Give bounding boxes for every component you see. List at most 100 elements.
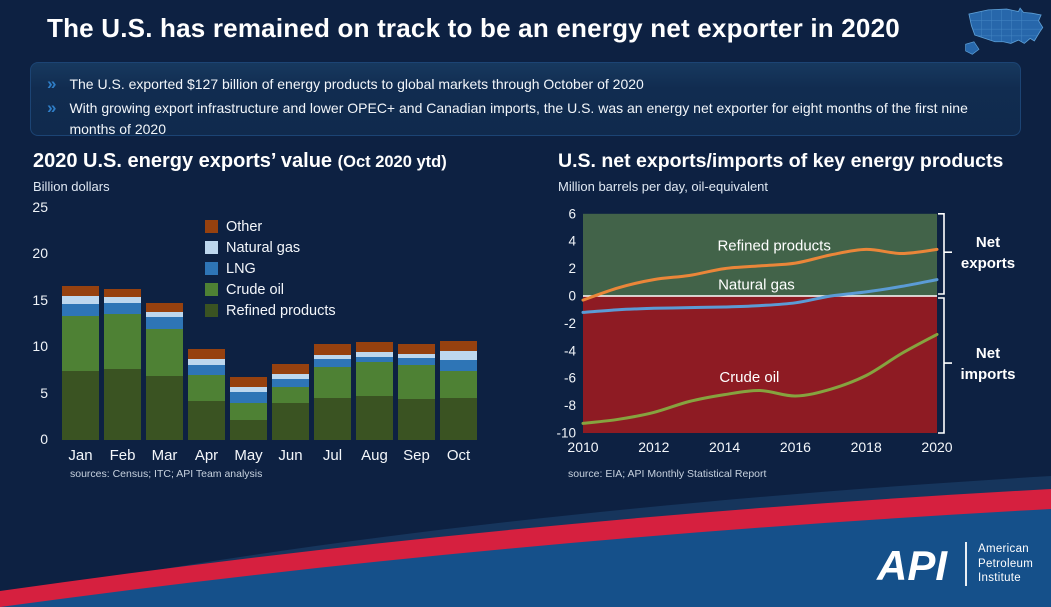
bar-sep [398,343,435,440]
x-tick-label: Jul [322,447,343,464]
bar-segment [104,369,141,440]
bracket-imports [938,297,952,434]
x-tick-label: May [234,447,263,464]
bar-segment [146,375,183,440]
bar-segment [356,362,393,397]
x-tick-label: Apr [194,447,219,464]
page-title: The U.S. has remained on track to be an … [47,13,900,43]
bar-segment [398,353,435,359]
bar-segment [62,371,99,440]
bar-segment [230,402,267,420]
bar-feb [104,288,141,440]
series-label: Crude oil [719,369,779,386]
bar-segment [188,364,225,376]
bar-segment [440,371,477,399]
bar-segment [314,359,351,367]
y-tick-label: 2 [568,261,576,276]
double-chevron-icon: » [47,98,57,118]
footer-wave-decoration [0,476,1051,607]
api-logo: API American Petroleum Institute [876,540,1033,588]
legend-swatch [205,262,218,275]
bar-segment [104,297,141,303]
y-tick-label: -4 [564,343,576,358]
bar-segment [146,328,183,376]
x-axis: Jan Feb Mar Apr May Jun Jul Aug Sep Oct [60,447,480,465]
bar-segment [356,356,393,363]
chart-title: U.S. net exports/imports of key energy p… [558,150,1004,172]
y-axis-units-label: Billion dollars [33,179,110,194]
bullet-text: With growing export infrastructure and l… [69,100,968,137]
bar-segment [188,375,225,402]
bullet-text: The U.S. exported $127 billion of energy… [69,76,644,92]
bar-segment [146,316,183,329]
bar-segment [398,399,435,440]
y-tick-label: 6 [568,206,576,221]
legend-label: Refined products [226,302,336,319]
bar-segment [440,350,477,361]
bar-segment [314,354,351,360]
bar-segment [398,343,435,354]
x-tick-label: Oct [446,447,471,464]
y-tick-label: 0 [568,289,576,304]
legend-swatch [205,283,218,296]
chart-title: 2020 U.S. energy exports’ value (Oct 202… [33,150,447,172]
y-tick-label: 4 [568,234,576,249]
bar-segment [272,402,309,440]
bar-segment [398,358,435,365]
series-label: Refined products [717,237,830,254]
series-line-refined-products [581,247,939,302]
x-tick-label: 2018 [851,439,882,455]
series-line-crude-oil [581,332,939,425]
y-axis-units-label: Million barrels per day, oil-equivalent [558,179,769,194]
legend-swatch [205,241,218,254]
bullet-item: » With growing export infrastructure and… [47,98,1002,139]
bar-plot-area [60,208,480,440]
legend-swatch [205,220,218,233]
legend-item: Refined products [205,300,336,321]
bar-segment [188,359,225,365]
bar-apr [188,349,225,440]
legend-item: Other [205,216,336,237]
y-tick-label: 0 [40,431,48,447]
x-tick-label: Sep [403,447,430,464]
y-tick-label: 10 [32,338,48,355]
bar-segment [440,398,477,440]
legend-item: LNG [205,258,336,279]
x-tick-label: 2014 [709,439,740,455]
bracket-label-imports: Net imports [960,345,1015,383]
api-logomark-icon: API [876,542,948,588]
bar-segment [356,341,393,352]
y-tick-label: 25 [32,199,48,215]
logo-divider [965,542,967,586]
y-tick-label: -2 [564,316,576,331]
bullet-item: » The U.S. exported $127 billion of ener… [47,74,1002,94]
legend-label: LNG [226,260,256,277]
bar-segment [356,351,393,357]
bar-segment [230,387,267,392]
bar-segment [314,366,351,399]
alaska-shape [965,41,980,55]
x-tick-label: 2012 [638,439,669,455]
bar-segment [314,398,351,440]
y-tick-label: -6 [564,371,576,386]
bar-segment [104,302,141,314]
bar-segment [230,376,267,388]
y-tick-label: 5 [40,384,48,401]
bar-segment [104,288,141,298]
bar-segment [146,311,183,317]
bar-jun [272,363,309,440]
y-tick-label: 20 [32,245,48,262]
org-name: American Petroleum Institute [978,542,1034,585]
bar-jul [314,344,351,440]
legend-item: Crude oil [205,279,336,300]
bar-segment [440,340,477,351]
bar-jan [62,285,99,440]
bar-segment [230,391,267,403]
series-line-natural-gas [581,278,939,314]
bar-aug [356,341,393,440]
y-tick-label: 15 [32,291,48,308]
bar-may [230,376,267,440]
bar-segment [104,313,141,370]
